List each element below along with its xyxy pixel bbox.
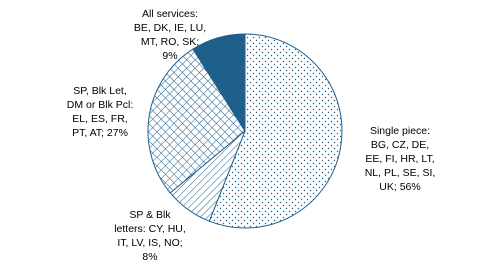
slice-label-line: EL, ES, FR, <box>72 113 127 125</box>
slice-label-line: SP, Blk Let, <box>73 85 127 97</box>
slice-label-line: BG, CZ, DE, <box>371 139 429 151</box>
slice-label-line: All services: <box>142 8 198 20</box>
slice-label-line: BE, DK, IE, LU, <box>134 22 206 34</box>
slice-label-line: MT, RO, SK; <box>141 36 199 48</box>
slice-label-line: Single piece: <box>370 125 430 137</box>
slice-label-line: letters: CY, HU, <box>114 223 186 235</box>
pie-slice <box>147 48 246 194</box>
slice-label-line: EE, FI, HR, LT, <box>365 153 434 165</box>
slice-label-line: 9% <box>162 50 177 62</box>
slice-label-line: SP & Blk <box>129 209 171 221</box>
slice-label-line: DM or Blk Pcl: <box>67 99 134 111</box>
slice-label-line: PT, AT; 27% <box>72 127 128 139</box>
slice-label: SP, Blk Let, DM or Blk Pcl: EL, ES, FR, PT,… <box>67 85 134 139</box>
slice-label: Single piece: BG, CZ, DE, EE, FI, HR, LT, N… <box>365 125 436 193</box>
slice-label-line: UK; 56% <box>379 181 420 193</box>
pie-slice <box>208 33 343 229</box>
slice-label-line: 8% <box>142 251 157 262</box>
slice-label: All services: BE, DK, IE, LU, MT, RO, SK; 9… <box>134 8 206 62</box>
slice-label: SP & Blk letters: CY, HU, IT, LV, IS, NO; 8… <box>114 209 186 262</box>
slice-label-line: NL, PL, SE, SI, <box>365 167 436 179</box>
slice-label-line: IT, LV, IS, NO; <box>117 237 182 249</box>
pie-slice <box>192 33 246 133</box>
